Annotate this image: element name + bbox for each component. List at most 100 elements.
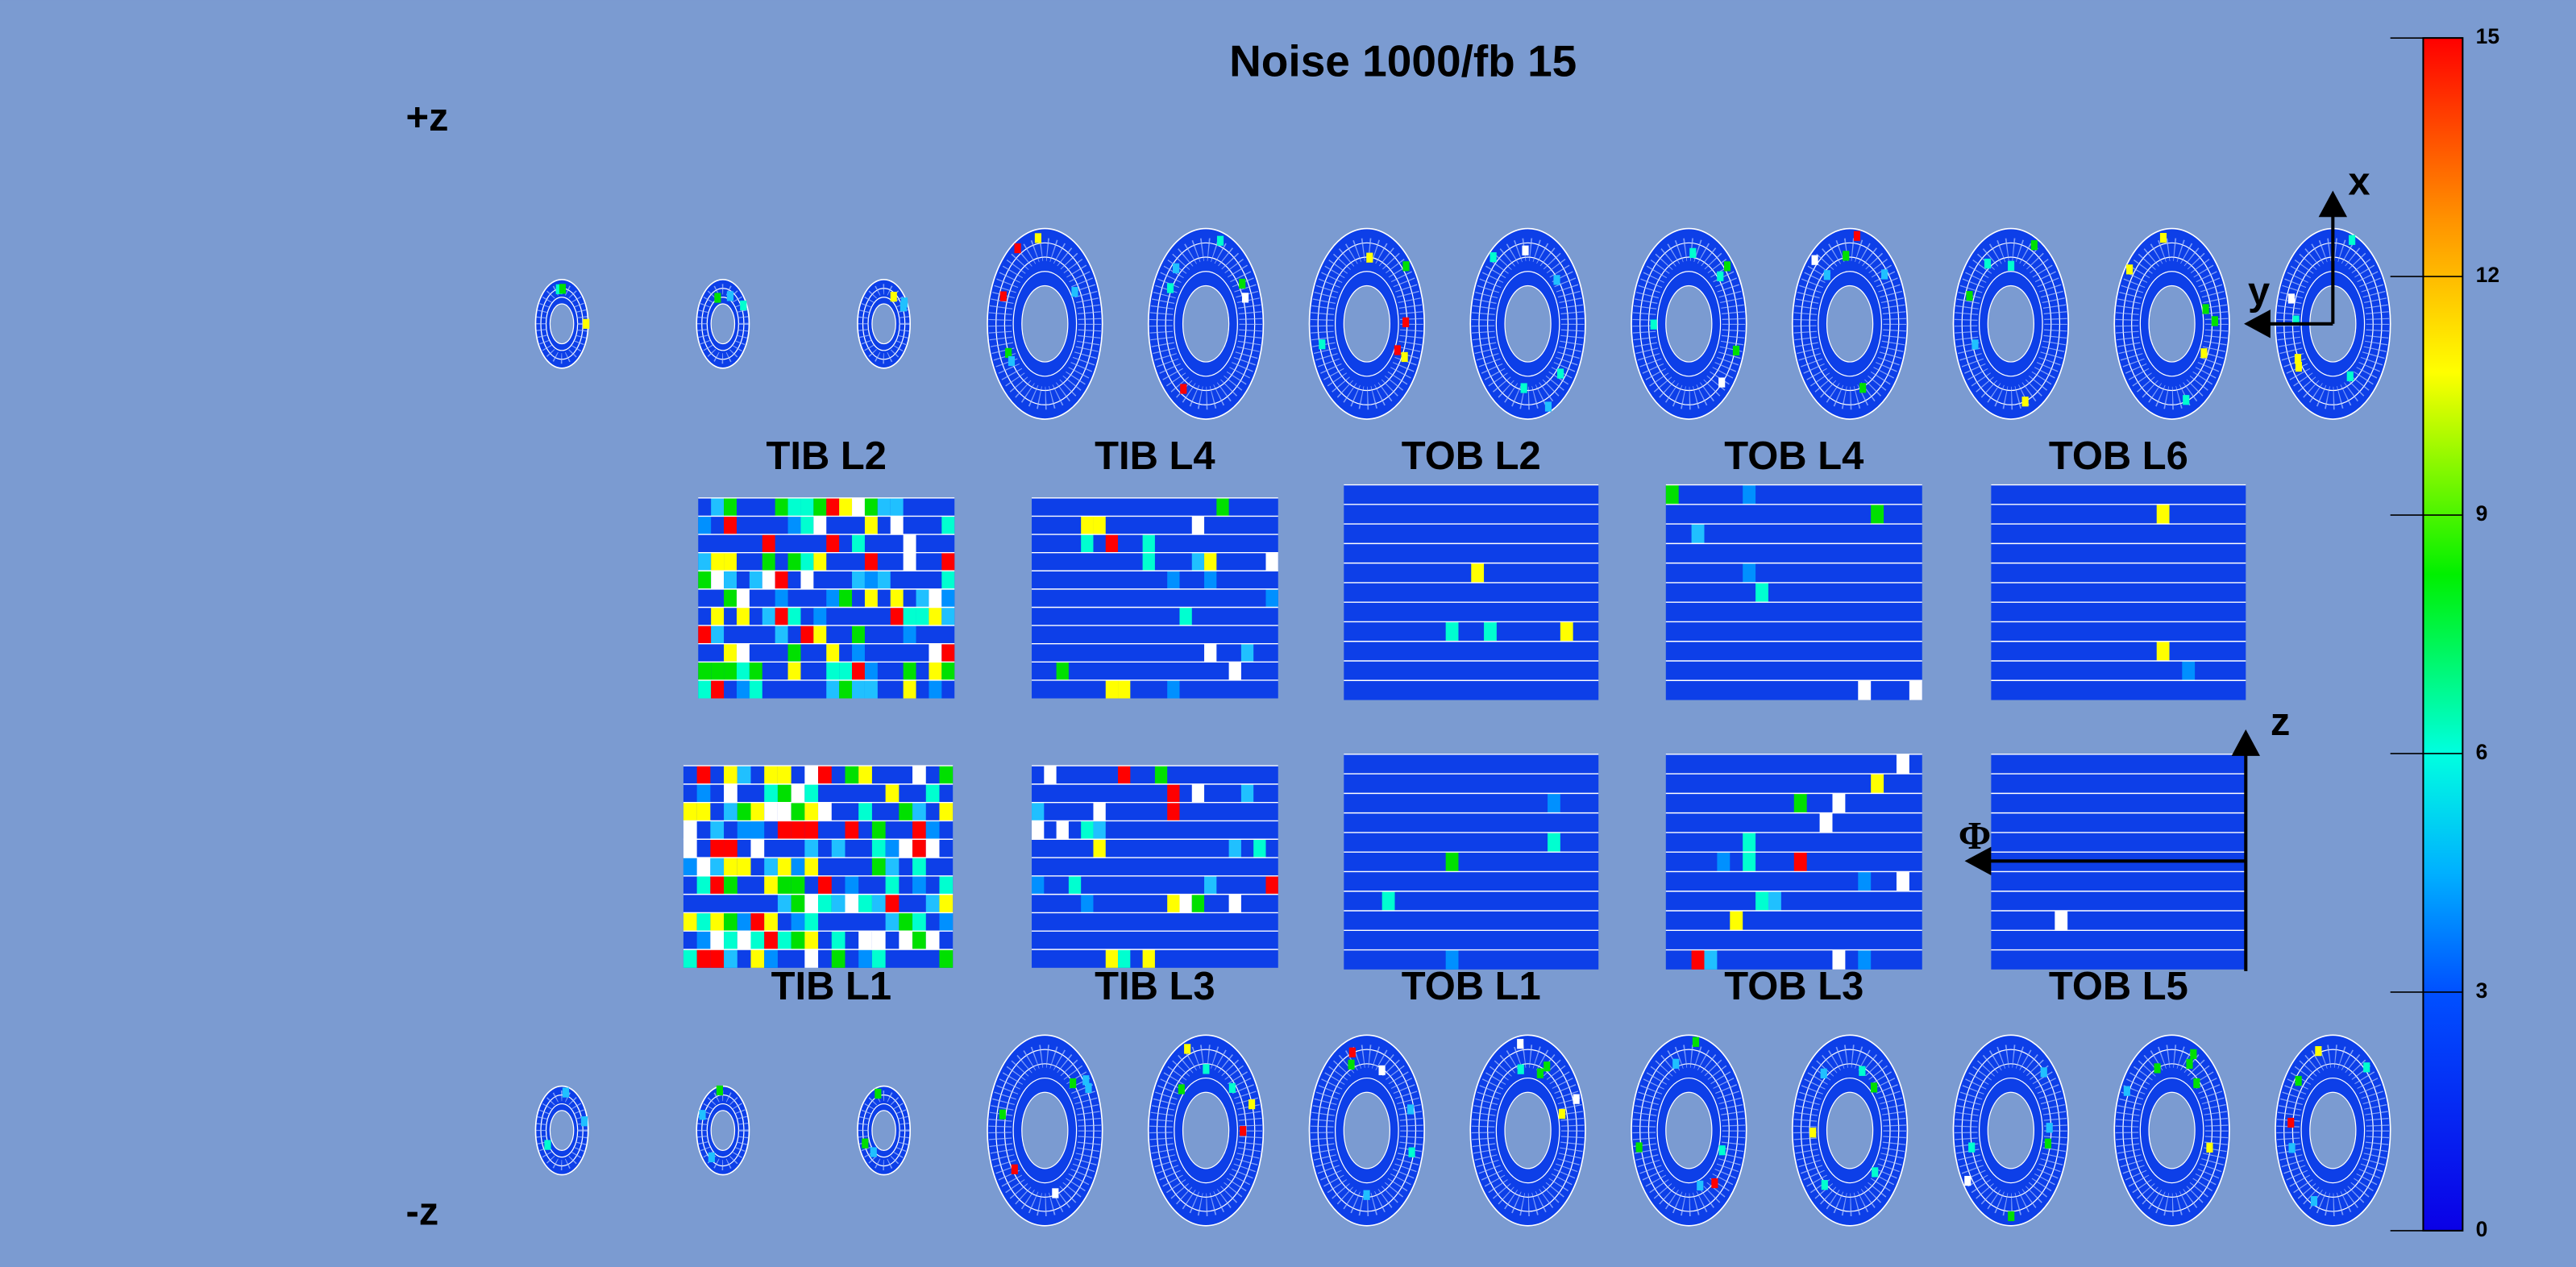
layer-module bbox=[724, 949, 737, 968]
layer-module bbox=[698, 679, 712, 699]
disk-module bbox=[699, 1110, 706, 1120]
layer-module bbox=[804, 839, 819, 858]
layer-module bbox=[750, 802, 765, 821]
layer-module bbox=[826, 534, 840, 553]
disk-module bbox=[1239, 278, 1246, 289]
layer-module bbox=[1691, 524, 1705, 544]
layer-module bbox=[1768, 891, 1781, 912]
disk-segments bbox=[1310, 1045, 1423, 1217]
layer-module bbox=[1167, 802, 1180, 821]
layer-module bbox=[831, 839, 846, 858]
layer-module bbox=[762, 534, 775, 553]
disk-module bbox=[1401, 351, 1408, 363]
layer-module bbox=[871, 839, 886, 858]
layer-module bbox=[698, 625, 712, 644]
disk-module bbox=[559, 284, 566, 294]
disk-module bbox=[714, 293, 721, 303]
layer-module bbox=[1093, 516, 1106, 535]
layer-module bbox=[1265, 552, 1278, 571]
layer-module bbox=[831, 894, 846, 913]
layer-module bbox=[885, 839, 900, 858]
layer-module bbox=[764, 912, 778, 932]
disk-ring bbox=[1656, 271, 1722, 377]
disk-hole bbox=[1987, 285, 2034, 363]
colorbar bbox=[2422, 37, 2464, 1232]
disk-module bbox=[1536, 1068, 1544, 1078]
layer-module bbox=[890, 497, 904, 517]
layer-module bbox=[871, 820, 886, 840]
disk-module bbox=[726, 291, 734, 301]
disk-module bbox=[2193, 1078, 2200, 1089]
disk-module bbox=[1407, 1104, 1415, 1115]
layer-module bbox=[1253, 839, 1266, 858]
disk-module bbox=[2123, 1086, 2130, 1096]
layer-module bbox=[899, 839, 913, 858]
disk-segments bbox=[858, 284, 910, 364]
layer-module bbox=[724, 802, 737, 821]
layer-module bbox=[791, 858, 805, 876]
layer-module bbox=[1118, 949, 1131, 968]
disk-module bbox=[1402, 317, 1410, 327]
layer-module bbox=[750, 839, 765, 858]
disk-module bbox=[1635, 1142, 1643, 1153]
layer-module bbox=[724, 516, 737, 535]
disk-module bbox=[1811, 255, 1818, 265]
layer-module bbox=[852, 662, 865, 680]
disk-segments bbox=[988, 1045, 1102, 1217]
disk-module bbox=[1402, 261, 1410, 272]
layer-module bbox=[804, 766, 819, 784]
disk-module bbox=[1490, 251, 1497, 263]
disk-module bbox=[1809, 1128, 1817, 1138]
disk-ring bbox=[1334, 271, 1399, 377]
layer-module bbox=[2156, 641, 2170, 662]
layer-module bbox=[871, 931, 886, 949]
layer-module bbox=[749, 571, 762, 589]
disk-hole bbox=[1665, 285, 1713, 363]
layer-module bbox=[885, 783, 900, 803]
layer-module bbox=[1896, 754, 1909, 775]
layer-module bbox=[711, 662, 725, 680]
layer-module bbox=[764, 802, 778, 821]
z-arrowhead bbox=[2231, 729, 2260, 756]
disk-module bbox=[1672, 1058, 1680, 1069]
layer-module bbox=[1793, 793, 1807, 813]
layer-module bbox=[787, 497, 801, 517]
layer-module bbox=[939, 949, 954, 968]
layer-module bbox=[750, 912, 765, 932]
layer-module bbox=[775, 571, 788, 589]
layer-module bbox=[871, 894, 886, 913]
layer-module bbox=[696, 802, 711, 821]
layer-module bbox=[903, 662, 916, 680]
colorbar-tick-label: 12 bbox=[2476, 263, 2499, 287]
layer-module bbox=[903, 679, 916, 699]
disk-module bbox=[555, 284, 563, 294]
disk-module bbox=[2030, 240, 2038, 251]
disk-module bbox=[1544, 1061, 1551, 1072]
layer-module bbox=[890, 607, 904, 626]
disk-module bbox=[1553, 275, 1560, 285]
layer-module bbox=[818, 875, 832, 895]
layer-module bbox=[1081, 516, 1094, 535]
layer-module bbox=[683, 912, 697, 932]
layer-module bbox=[800, 497, 814, 517]
disk-module bbox=[2183, 395, 2190, 405]
disk-hole bbox=[1021, 285, 1069, 363]
layer-module bbox=[1755, 891, 1768, 912]
disk-module bbox=[1008, 355, 1016, 367]
disk-module bbox=[1557, 368, 1564, 379]
layer-module bbox=[925, 931, 940, 949]
layer-module bbox=[1118, 766, 1131, 784]
layer-map bbox=[1344, 754, 1599, 970]
layer-module bbox=[925, 839, 940, 858]
disk-module bbox=[2363, 1062, 2370, 1073]
layer-module bbox=[941, 516, 955, 535]
layer-module bbox=[1191, 783, 1205, 803]
layer-module bbox=[698, 552, 712, 571]
disk-ring bbox=[1174, 271, 1238, 377]
layer-module bbox=[912, 766, 926, 784]
layer-module bbox=[1191, 552, 1205, 571]
layer-module bbox=[929, 662, 942, 680]
disk-module bbox=[1394, 345, 1401, 355]
disk-hole bbox=[549, 1110, 575, 1151]
layer-module bbox=[698, 571, 712, 589]
